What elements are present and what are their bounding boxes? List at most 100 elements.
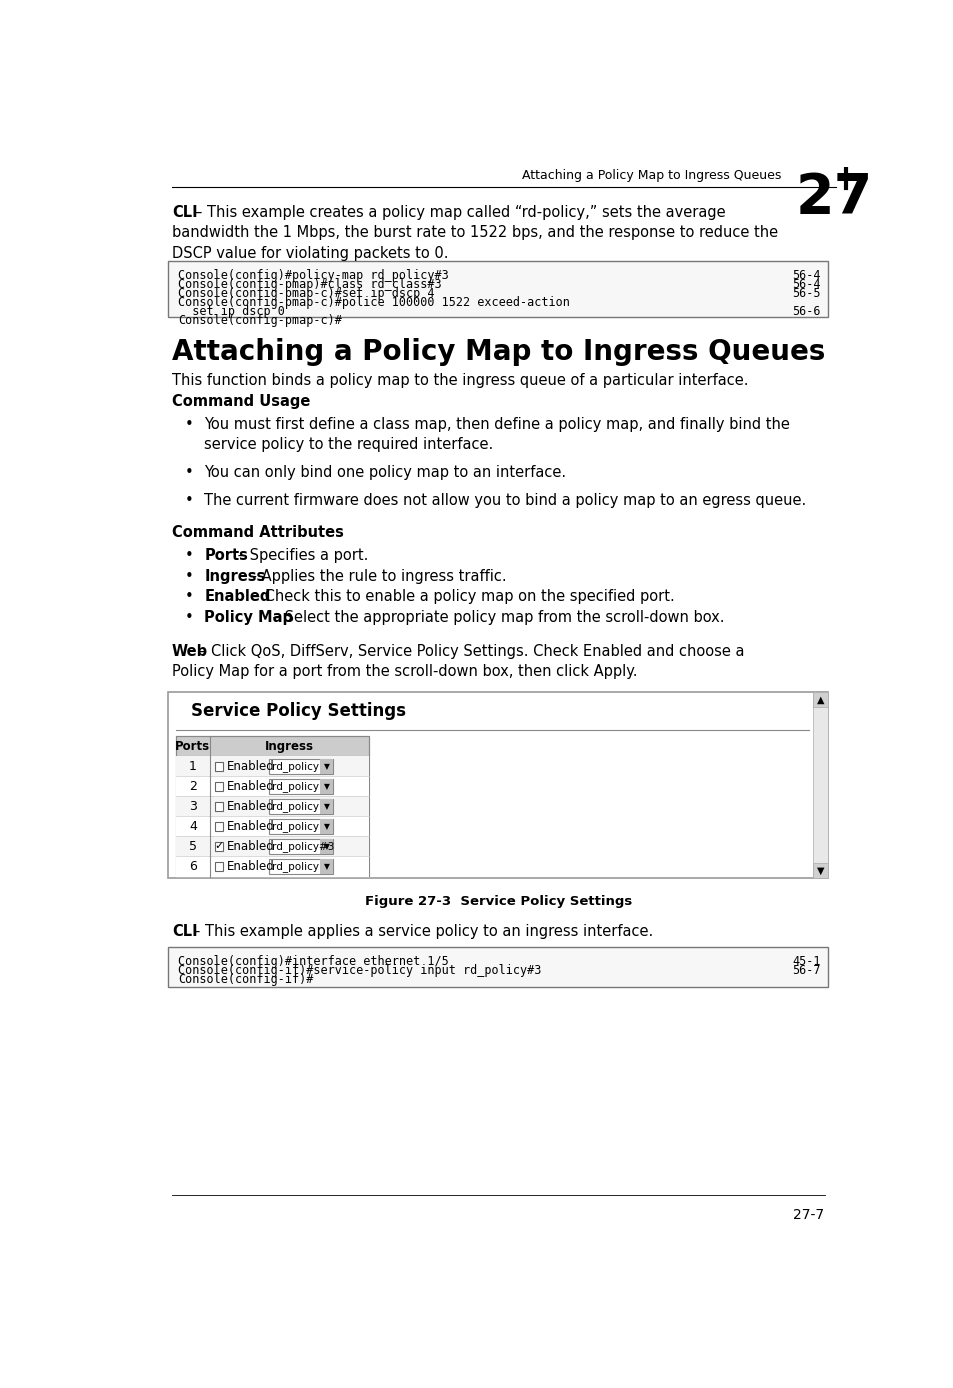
Text: 56-4: 56-4 [791,278,820,291]
Text: rd_policy: rd_policy [272,820,319,831]
FancyBboxPatch shape [214,843,223,851]
Text: 56-6: 56-6 [791,305,820,318]
Text: Ports: Ports [204,548,248,564]
FancyBboxPatch shape [175,776,369,797]
Text: 1: 1 [189,759,196,773]
Text: ▼: ▼ [323,843,329,851]
FancyBboxPatch shape [175,856,369,876]
Text: CLI: CLI [172,205,197,221]
Text: ▼: ▼ [323,781,329,791]
Text: set ip dscp 0: set ip dscp 0 [178,305,285,318]
Text: This function binds a policy map to the ingress queue of a particular interface.: This function binds a policy map to the … [172,373,748,387]
Text: ▼: ▼ [323,762,329,770]
Text: ▼: ▼ [323,862,329,872]
FancyBboxPatch shape [269,799,333,813]
FancyBboxPatch shape [175,816,369,837]
Text: Enabled: Enabled [227,861,274,873]
Text: - This example applies a service policy to an ingress interface.: - This example applies a service policy … [195,924,653,940]
Text: 5: 5 [189,840,196,854]
Text: 45-1: 45-1 [791,955,820,967]
Text: 27-7: 27-7 [793,1209,823,1223]
Text: 6: 6 [189,861,196,873]
Text: The current firmware does not allow you to bind a policy map to an egress queue.: The current firmware does not allow you … [204,493,806,508]
Text: Enabled: Enabled [227,820,274,833]
FancyBboxPatch shape [320,840,333,854]
Text: – Select the appropriate policy map from the scroll-down box.: – Select the appropriate policy map from… [268,609,723,625]
Text: Console(config-pmap)#class rd_class#3: Console(config-pmap)#class rd_class#3 [178,278,441,291]
FancyBboxPatch shape [214,781,223,791]
FancyBboxPatch shape [320,819,333,834]
Text: Figure 27-3  Service Policy Settings: Figure 27-3 Service Policy Settings [364,895,631,908]
FancyBboxPatch shape [269,859,333,873]
Text: Console(config-if)#service-policy input rd_policy#3: Console(config-if)#service-policy input … [178,965,541,977]
Text: – Applies the rule to ingress traffic.: – Applies the rule to ingress traffic. [245,569,506,584]
Text: – Click QoS, DiffServ, Service Policy Settings. Check Enabled and choose a: – Click QoS, DiffServ, Service Policy Se… [199,644,743,659]
FancyBboxPatch shape [214,802,223,811]
Text: Enabled: Enabled [204,590,271,604]
Text: 56-4: 56-4 [791,269,820,282]
Text: ✓: ✓ [214,841,224,851]
Text: rd_policy: rd_policy [272,781,319,793]
FancyBboxPatch shape [320,859,333,873]
Text: Ports: Ports [175,740,211,752]
Text: ▼: ▼ [323,802,329,811]
Text: You can only bind one policy map to an interface.: You can only bind one policy map to an i… [204,465,566,480]
FancyBboxPatch shape [269,840,333,854]
Text: Policy Map for a port from the scroll-down box, then click Apply.: Policy Map for a port from the scroll-do… [172,665,637,679]
FancyBboxPatch shape [168,948,827,987]
Text: Console(config-pmap-c)#police 100000 1522 exceed-action: Console(config-pmap-c)#police 100000 152… [178,296,570,310]
FancyBboxPatch shape [214,862,223,870]
Text: •: • [185,609,193,625]
FancyBboxPatch shape [175,797,369,816]
Text: Enabled: Enabled [227,759,274,773]
Text: Policy Map: Policy Map [204,609,294,625]
FancyBboxPatch shape [168,691,827,879]
FancyBboxPatch shape [214,762,223,770]
Text: 4: 4 [189,820,196,833]
Text: •: • [185,590,193,604]
Text: 2: 2 [189,780,196,793]
Text: Service Policy Settings: Service Policy Settings [192,702,406,720]
Text: bandwidth the 1 Mbps, the burst rate to 1522 bps, and the response to reduce the: bandwidth the 1 Mbps, the burst rate to … [172,225,778,240]
Text: 56-5: 56-5 [791,287,820,300]
Text: •: • [185,569,193,584]
Text: 56-7: 56-7 [791,965,820,977]
FancyBboxPatch shape [320,779,333,794]
Text: ▲: ▲ [816,694,823,704]
FancyBboxPatch shape [320,759,333,773]
FancyBboxPatch shape [812,691,827,706]
Text: You must first define a class map, then define a policy map, and finally bind th: You must first define a class map, then … [204,416,789,451]
Text: Console(config-pmap-c)#: Console(config-pmap-c)# [178,315,342,328]
Text: Console(config)#policy-map rd_policy#3: Console(config)#policy-map rd_policy#3 [178,269,449,282]
Text: Enabled: Enabled [227,799,274,813]
FancyBboxPatch shape [214,822,223,831]
FancyBboxPatch shape [320,799,333,813]
FancyBboxPatch shape [269,759,333,773]
Text: rd_policy#3: rd_policy#3 [272,841,335,852]
FancyBboxPatch shape [812,862,827,879]
Text: – Check this to enable a policy map on the specified port.: – Check this to enable a policy map on t… [248,590,675,604]
FancyBboxPatch shape [812,691,827,879]
Text: Attaching a Policy Map to Ingress Queues: Attaching a Policy Map to Ingress Queues [172,339,824,366]
Text: Enabled: Enabled [227,840,274,854]
FancyBboxPatch shape [269,779,333,794]
Text: Attaching a Policy Map to Ingress Queues: Attaching a Policy Map to Ingress Queues [522,169,781,182]
Text: •: • [185,548,193,564]
Text: Command Attributes: Command Attributes [172,526,343,540]
Text: Console(config-pmap-c)#set ip dscp 4: Console(config-pmap-c)#set ip dscp 4 [178,287,435,300]
Text: rd_policy: rd_policy [272,861,319,872]
Text: 27: 27 [795,171,871,225]
Text: ▼: ▼ [816,865,823,876]
Text: DSCP value for violating packets to 0.: DSCP value for violating packets to 0. [172,246,448,261]
Text: ▼: ▼ [323,822,329,831]
Text: Enabled: Enabled [227,780,274,793]
Text: Console(config)#interface ethernet 1/5: Console(config)#interface ethernet 1/5 [178,955,449,967]
Text: 3: 3 [189,799,196,813]
Text: Console(config-if)#: Console(config-if)# [178,973,314,987]
FancyBboxPatch shape [175,837,369,856]
Text: CLI: CLI [172,924,197,940]
FancyBboxPatch shape [168,261,827,316]
FancyBboxPatch shape [175,756,369,776]
Text: Web: Web [172,644,208,659]
Text: rd_policy: rd_policy [272,801,319,812]
